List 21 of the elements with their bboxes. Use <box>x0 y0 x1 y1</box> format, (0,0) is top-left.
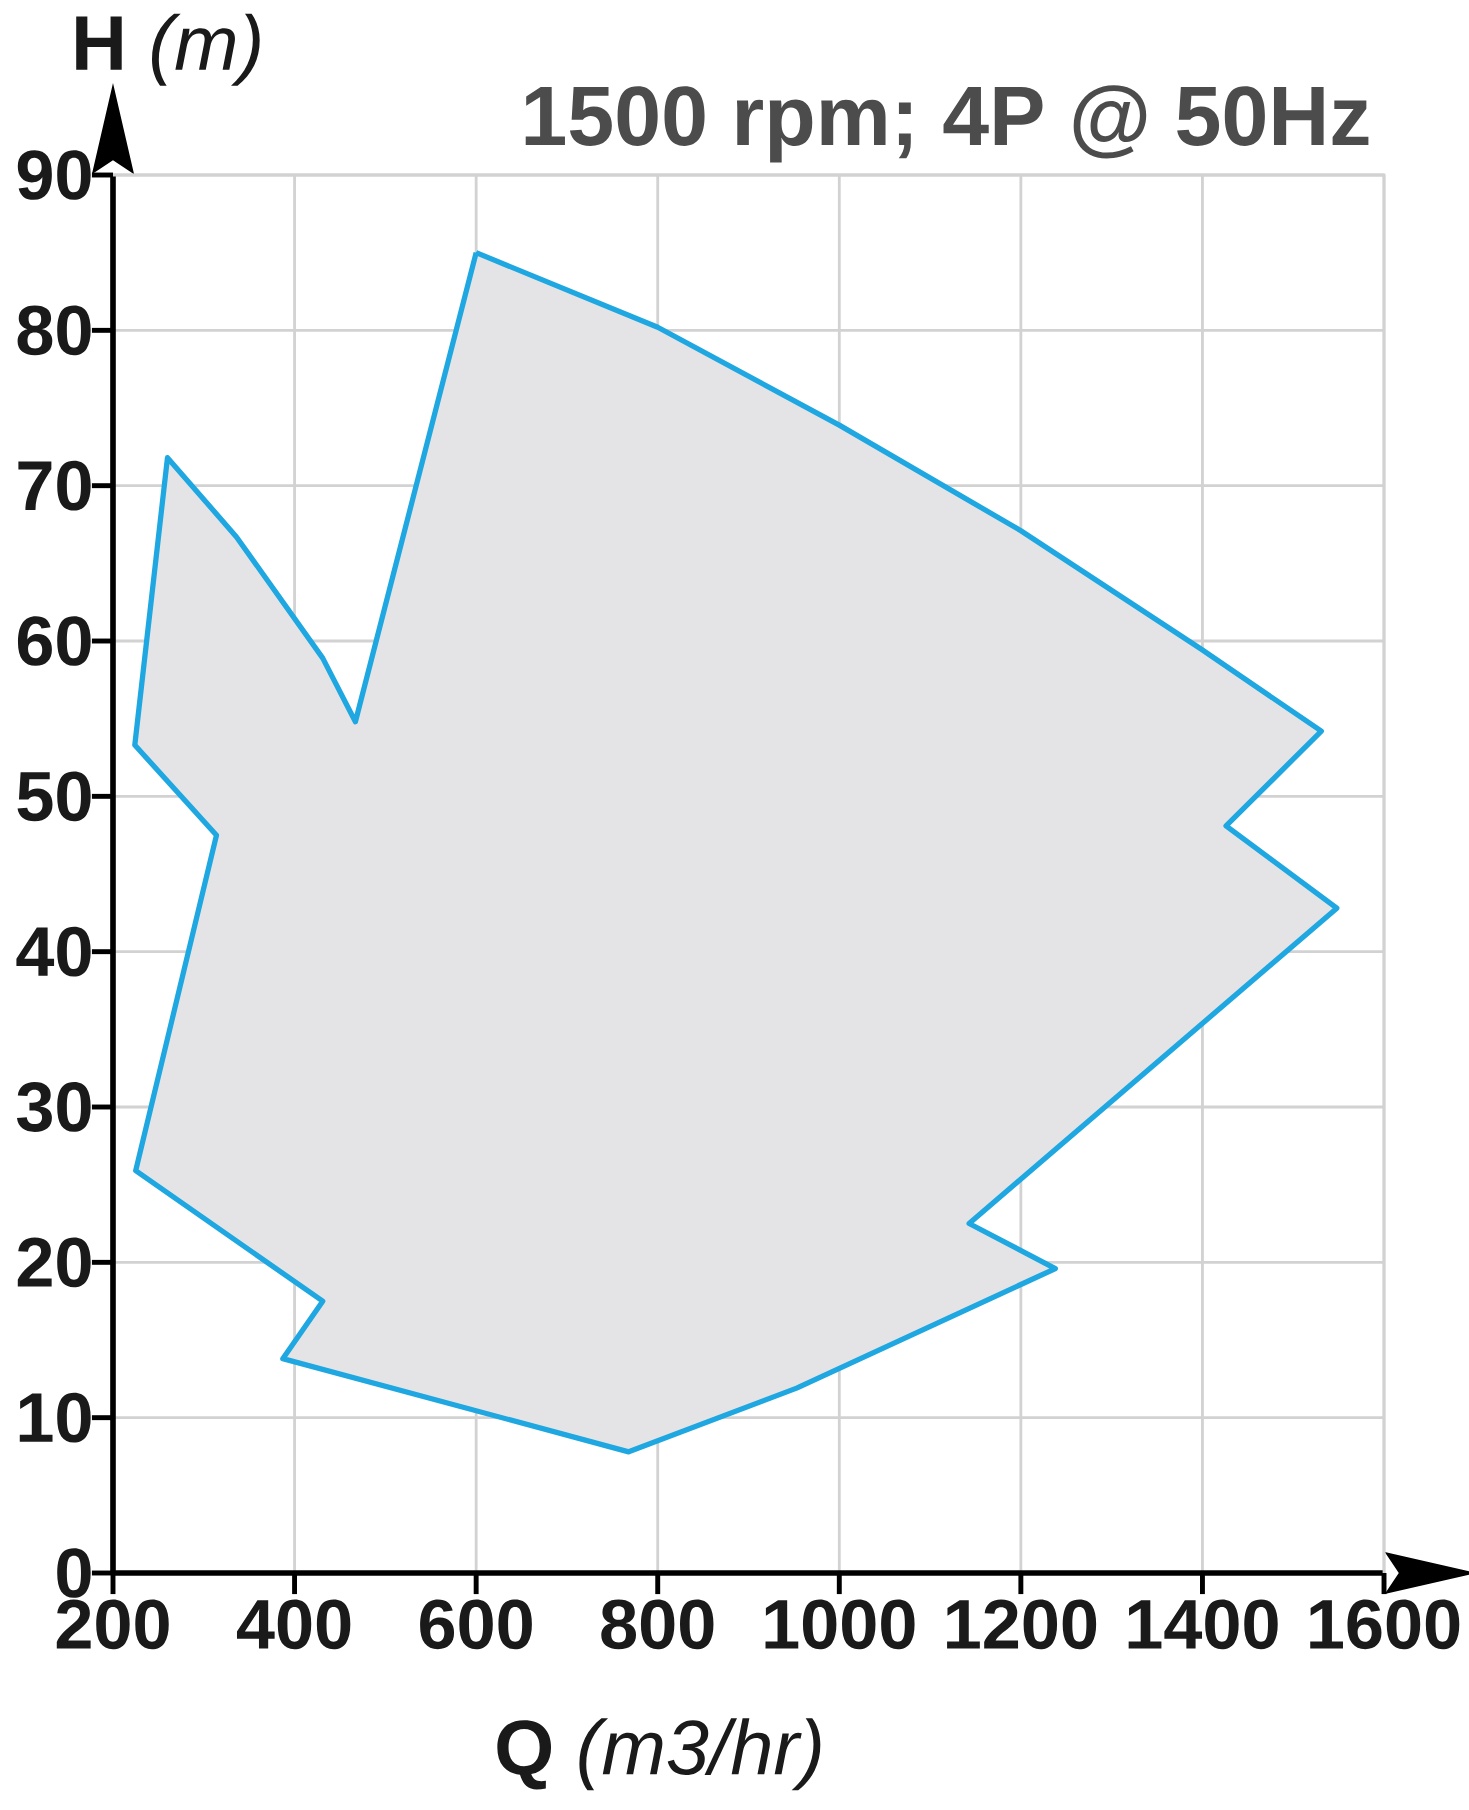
y-tick-label: 70 <box>18 460 91 511</box>
x-tick-label: 400 <box>236 1599 351 1650</box>
x-tick-label: 800 <box>601 1599 714 1650</box>
y-axis-title: H (m) <box>76 13 260 86</box>
x-tick-label: 1000 <box>765 1599 915 1650</box>
x-tick-label: 600 <box>420 1599 532 1650</box>
chart-title: 1500 rpm; 4P @ 50Hz <box>525 85 1369 163</box>
y-tick-label: 50 <box>17 771 91 822</box>
y-tick-label: 60 <box>17 616 91 666</box>
y-tick-label: 20 <box>17 1237 91 1288</box>
y-tick-label: 10 <box>19 1392 91 1443</box>
y-tick-label: 30 <box>16 1082 91 1132</box>
x-tick-label: 1400 <box>1128 1599 1278 1650</box>
x-tick-label: 1600 <box>1310 1599 1460 1650</box>
y-tick-label: 80 <box>17 305 91 356</box>
x-tick-label: 200 <box>56 1599 169 1650</box>
y-tick-label: 0 <box>57 1548 91 1598</box>
y-tick-label: 40 <box>16 926 91 977</box>
x-axis-title: Q (m3/hr) <box>497 1718 821 1791</box>
y-tick-label: 90 <box>17 150 91 200</box>
x-tick-label: 1200 <box>947 1599 1097 1650</box>
